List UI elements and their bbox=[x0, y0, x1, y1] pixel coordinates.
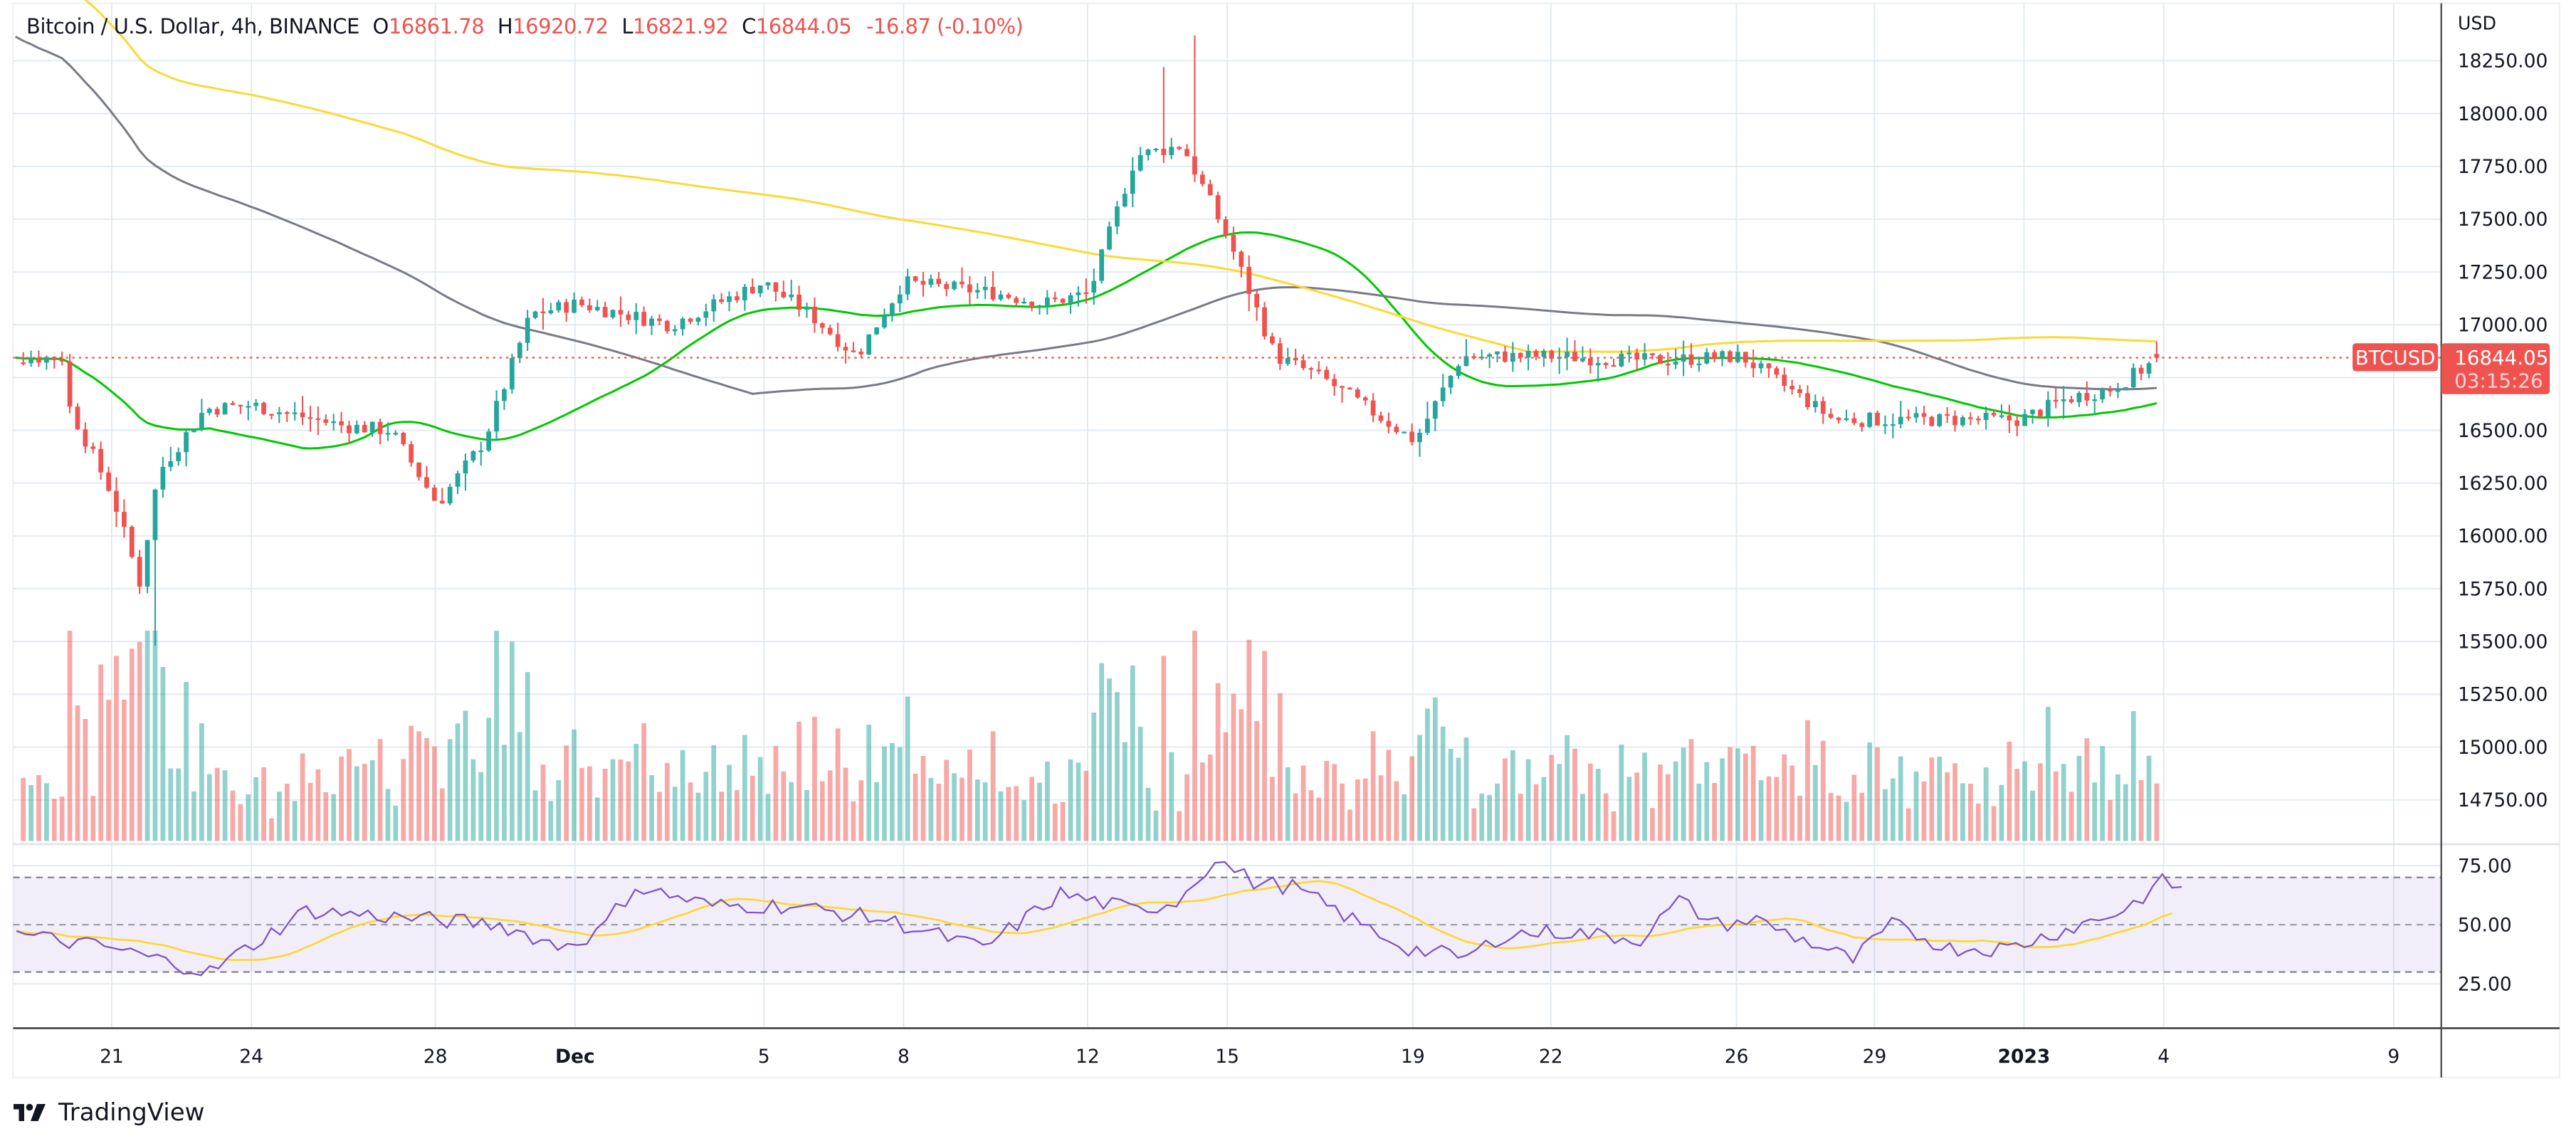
time-tick: 24 bbox=[239, 1046, 263, 1068]
symbol-tag: BTCUSD bbox=[2352, 343, 2439, 372]
price-tick: 14750.00 bbox=[2458, 789, 2548, 811]
tradingview-logo-icon bbox=[14, 1103, 46, 1121]
time-tick: 28 bbox=[424, 1046, 448, 1068]
price-tick: 18250.00 bbox=[2458, 51, 2548, 73]
price-tick: 16000.00 bbox=[2458, 525, 2548, 547]
low-value: 16821.92 bbox=[633, 14, 729, 38]
rsi-tick: 75.00 bbox=[2458, 855, 2512, 877]
tradingview-logo-text: TradingView bbox=[58, 1098, 205, 1127]
time-tick: 8 bbox=[898, 1046, 910, 1068]
rsi-tick: 50.00 bbox=[2458, 914, 2512, 936]
last-price-value: 16844.05 bbox=[2454, 346, 2548, 369]
price-tick: 15500.00 bbox=[2458, 631, 2548, 653]
price-tick: 17750.00 bbox=[2458, 156, 2548, 178]
time-tick: 29 bbox=[1863, 1046, 1887, 1068]
time-tick: 12 bbox=[1076, 1046, 1100, 1068]
rsi-tick: 25.00 bbox=[2458, 973, 2512, 995]
symbol-legend[interactable]: Bitcoin / U.S. Dollar, 4h, BINANCE O1686… bbox=[26, 14, 1024, 38]
price-tick: 17250.00 bbox=[2458, 261, 2548, 283]
countdown-timer: 03:15:26 bbox=[2454, 369, 2543, 393]
close-value: 16844.05 bbox=[755, 14, 852, 38]
time-tick: Dec bbox=[555, 1046, 595, 1068]
price-axis[interactable]: 18250.00 18000.00 17750.00 17500.00 17250.00… bbox=[2458, 51, 2548, 996]
price-tick: 15250.00 bbox=[2458, 684, 2548, 706]
grid-lines bbox=[13, 3, 2441, 1029]
price-tick: 17000.00 bbox=[2458, 314, 2548, 336]
time-tick: 4 bbox=[2157, 1046, 2170, 1068]
volume-bars bbox=[21, 631, 2160, 841]
currency-label: USD bbox=[2458, 13, 2496, 34]
price-tick: 16250.00 bbox=[2458, 473, 2548, 495]
high-value: 16920.72 bbox=[512, 14, 609, 38]
tradingview-logo[interactable]: TradingView bbox=[13, 1098, 204, 1127]
price-tick: 18000.00 bbox=[2458, 103, 2548, 125]
price-tick: 16500.00 bbox=[2458, 420, 2548, 442]
time-axis[interactable]: 21 24 28 Dec 5 8 12 15 19 22 26 29 2023 4 9 bbox=[100, 1046, 2399, 1068]
rsi-pane[interactable] bbox=[13, 861, 2441, 977]
close-label: C bbox=[742, 14, 756, 38]
time-tick: 9 bbox=[2387, 1046, 2399, 1068]
open-value: 16861.78 bbox=[388, 14, 485, 38]
symbol-tag-text: BTCUSD bbox=[2355, 346, 2436, 369]
time-tick: 15 bbox=[1215, 1046, 1239, 1068]
open-label: O bbox=[372, 14, 389, 38]
time-tick: 22 bbox=[1539, 1046, 1563, 1068]
time-tick: 2023 bbox=[1998, 1046, 2051, 1068]
time-tick: 19 bbox=[1401, 1046, 1425, 1068]
symbol-title: Bitcoin / U.S. Dollar, 4h, BINANCE bbox=[26, 14, 359, 38]
chart-frame bbox=[12, 2, 2561, 1078]
time-tick: 21 bbox=[100, 1046, 124, 1068]
price-tick: 17500.00 bbox=[2458, 209, 2548, 231]
time-tick: 26 bbox=[1725, 1046, 1749, 1068]
time-tick: 5 bbox=[758, 1046, 770, 1068]
price-tick: 15750.00 bbox=[2458, 578, 2548, 600]
price-tick: 15000.00 bbox=[2458, 737, 2548, 759]
high-label: H bbox=[497, 14, 513, 38]
last-price-label: 16844.05 03:15:26 bbox=[2441, 343, 2550, 394]
change-value: -16.87 (-0.10%) bbox=[866, 14, 1024, 38]
low-label: L bbox=[621, 14, 633, 38]
